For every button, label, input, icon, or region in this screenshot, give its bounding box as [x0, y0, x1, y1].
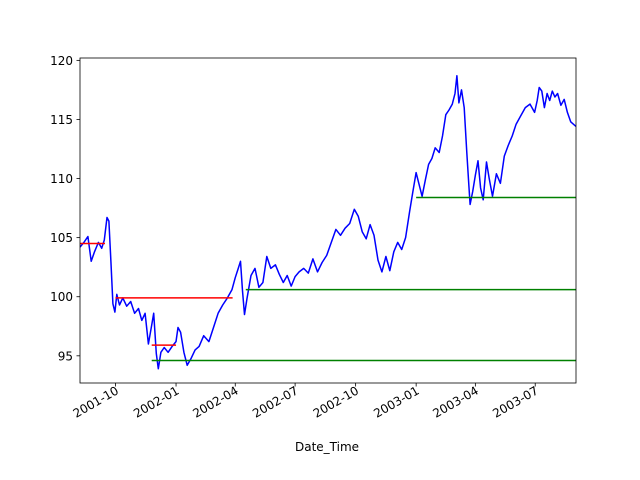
x-tick-label: 2001-10 — [71, 383, 121, 420]
price-series-line-0 — [80, 74, 576, 370]
y-tick-label: 120 — [50, 54, 73, 68]
x-tick-label: 2003-07 — [490, 383, 540, 420]
x-axis: 2001-10 2002-01 2002-04 2002-07 2002-10 2003-… — [71, 383, 541, 421]
x-tick-label: 2002-07 — [250, 383, 300, 420]
y-tick-label: 100 — [50, 290, 73, 304]
x-axis-label: Date_Time — [295, 440, 359, 454]
x-tick-label: 2002-01 — [131, 383, 181, 420]
axes-border — [79, 57, 577, 384]
y-tick-label: 115 — [50, 113, 73, 127]
x-tick-label: 2002-10 — [311, 383, 361, 420]
axes-frame — [79, 57, 577, 384]
y-tick-label: 110 — [50, 172, 73, 186]
y-tick-label: 95 — [58, 349, 73, 363]
x-tick-label: 2003-04 — [430, 383, 480, 420]
y-tick-label: 105 — [50, 231, 73, 245]
y-axis: 95 100 105 110 115 120 — [50, 54, 80, 363]
x-tick-label: 2002-04 — [190, 383, 240, 420]
x-tick-label: 2003-01 — [371, 383, 421, 420]
plot-area — [80, 74, 576, 370]
